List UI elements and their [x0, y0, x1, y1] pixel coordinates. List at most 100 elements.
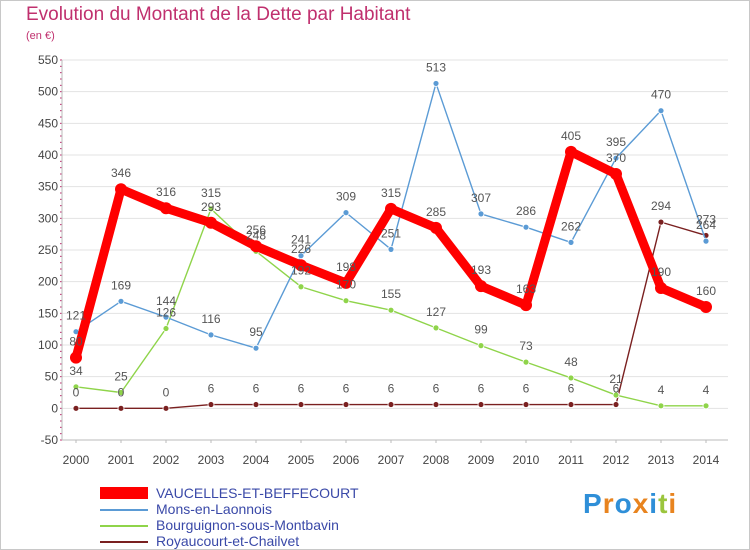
- data-label-3-2003: 6: [208, 382, 215, 396]
- axes: -500501001502002503003504004505005502000…: [38, 53, 728, 467]
- data-point-3-2011: [567, 401, 575, 408]
- data-point-0-2008: [430, 221, 442, 234]
- data-label-0-2003: 293: [201, 200, 221, 214]
- data-point-2-2012: [612, 391, 620, 399]
- x-tick-label-2005: 2005: [288, 453, 315, 467]
- data-label-2-2013: 4: [658, 383, 665, 397]
- data-point-3-2000: [72, 404, 80, 412]
- x-tick-label-2002: 2002: [153, 453, 180, 467]
- data-label-3-2001: 0: [118, 385, 125, 399]
- y-tick-label: -50: [41, 433, 59, 447]
- data-label-2-2010: 73: [519, 339, 533, 353]
- data-label-0-2013: 190: [651, 265, 671, 279]
- logo-letter: i: [649, 488, 659, 519]
- data-point-2-2009: [477, 342, 485, 350]
- data-point-1-2011: [567, 238, 575, 246]
- logo-letter: i: [668, 488, 678, 519]
- x-tick-label-2008: 2008: [423, 453, 450, 467]
- data-label-3-2009: 6: [478, 382, 485, 396]
- x-tick-label-2007: 2007: [378, 453, 405, 467]
- data-label-0-2005: 226: [291, 242, 311, 256]
- x-tick-label-2006: 2006: [333, 453, 360, 467]
- legend-swatch-mons: [100, 509, 148, 511]
- data-label-3-2014: 273: [696, 212, 716, 226]
- chart-title: Evolution du Montant de la Dette par Hab…: [26, 4, 411, 25]
- data-point-2-2000: [72, 383, 80, 391]
- data-label-0-2011: 405: [561, 129, 581, 143]
- data-label-3-2008: 6: [433, 382, 440, 396]
- data-label-2-2009: 99: [474, 323, 488, 337]
- data-label-0-2014: 160: [696, 284, 716, 298]
- data-point-2-2010: [522, 358, 530, 366]
- data-label-1-2002: 144: [156, 294, 176, 308]
- data-label-0-2002: 316: [156, 185, 176, 199]
- data-label-2-2011: 48: [564, 355, 578, 369]
- data-point-3-2002: [162, 404, 170, 412]
- x-tick-label-2013: 2013: [648, 453, 675, 467]
- data-label-2-2008: 127: [426, 305, 446, 319]
- x-tick-label-2014: 2014: [693, 453, 720, 467]
- data-point-1-2012: [612, 154, 620, 162]
- data-label-2-2001: 25: [114, 370, 128, 384]
- data-label-2-2014: 4: [703, 383, 710, 397]
- data-point-1-2003: [207, 331, 215, 339]
- data-point-0-2012: [610, 168, 622, 180]
- data-point-0-2000: [70, 351, 82, 364]
- data-point-1-2014: [702, 237, 710, 245]
- x-tick-label-2000: 2000: [63, 453, 90, 467]
- data-label-2-2002: 126: [156, 306, 176, 320]
- data-label-2-2005: 192: [291, 264, 311, 278]
- data-point-2-2005: [297, 283, 305, 291]
- data-label-3-2012: 6: [613, 382, 620, 396]
- data-label-3-2010: 6: [523, 382, 530, 396]
- data-label-1-2012: 395: [606, 135, 626, 149]
- x-tick-label-2009: 2009: [468, 453, 495, 467]
- data-point-1-2004: [252, 344, 260, 352]
- data-point-3-2003: [207, 401, 215, 408]
- data-label-1-2001: 169: [111, 278, 131, 292]
- y-tick-label: 550: [38, 53, 58, 67]
- y-tick-label: 200: [38, 275, 58, 289]
- x-tick-label-2010: 2010: [513, 453, 540, 467]
- grid-lines: [62, 59, 728, 441]
- y-tick-label: 300: [38, 211, 58, 225]
- data-label-0-2007: 315: [381, 186, 401, 200]
- y-tick-label: 500: [38, 85, 58, 99]
- y-tick-label: 350: [38, 180, 58, 194]
- data-point-0-2010: [520, 299, 532, 312]
- data-label-3-2000: 0: [73, 385, 80, 399]
- data-label-1-2009: 307: [471, 191, 491, 205]
- data-label-1-2014: 264: [696, 218, 716, 232]
- data-point-0-2007: [385, 202, 397, 215]
- logo-letter: r: [602, 488, 615, 519]
- data-label-1-2004: 95: [249, 325, 263, 339]
- data-point-0-2014: [700, 301, 712, 313]
- data-point-1-2008: [432, 80, 440, 87]
- data-label-1-2007: 251: [381, 226, 401, 240]
- data-point-3-2008: [432, 401, 440, 408]
- data-label-3-2013: 294: [651, 199, 671, 213]
- logo-letter: o: [614, 488, 633, 519]
- data-label-2-2012: 21: [609, 372, 623, 386]
- y-tick-label: 250: [38, 243, 58, 257]
- logo-letter: x: [632, 488, 650, 519]
- data-point-2-2007: [387, 306, 395, 314]
- data-point-0-2003: [205, 216, 217, 229]
- series-layer: [70, 80, 712, 412]
- data-point-2-2002: [162, 325, 170, 332]
- data-point-1-2001: [117, 297, 125, 305]
- data-label-0-2012: 370: [606, 151, 626, 165]
- data-label-3-2005: 6: [298, 382, 305, 396]
- data-point-3-2007: [387, 401, 395, 408]
- data-point-1-2009: [477, 210, 485, 218]
- data-label-1-2010: 286: [516, 204, 536, 218]
- legend-swatch-vaucelles: [100, 487, 148, 499]
- y-tick-label: 400: [38, 148, 58, 162]
- data-point-2-2014: [702, 402, 710, 410]
- data-point-3-2013: [657, 218, 665, 226]
- data-label-1-2006: 309: [336, 190, 356, 204]
- data-label-3-2007: 6: [388, 382, 395, 396]
- data-point-0-2001: [115, 183, 127, 196]
- x-tick-label-2001: 2001: [108, 453, 135, 467]
